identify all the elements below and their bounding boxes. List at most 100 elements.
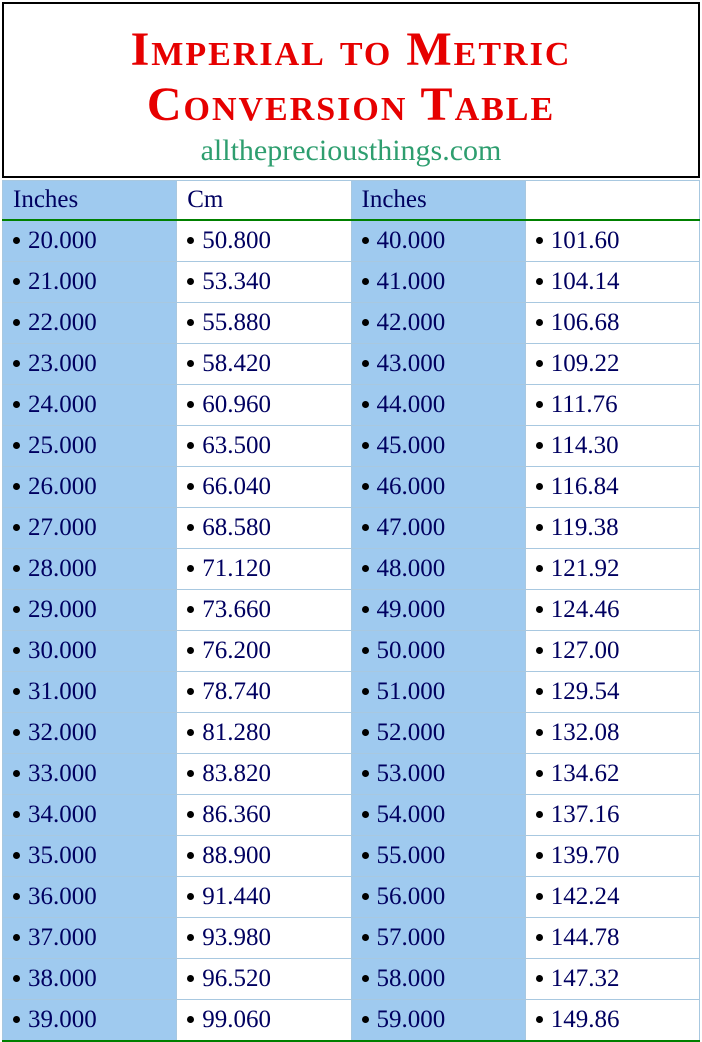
cell-value: 54.000 <box>377 801 446 828</box>
bullet-icon <box>187 893 194 900</box>
cell-value: 127.00 <box>551 637 620 664</box>
table-row: 32.00081.28052.000132.08 <box>3 713 700 754</box>
cell-value: 47.000 <box>377 514 446 541</box>
bullet-icon <box>362 852 369 859</box>
table-cell: 76.200 <box>177 631 351 672</box>
bullet-icon <box>536 770 543 777</box>
bullet-icon <box>187 852 194 859</box>
cell-value: 28.000 <box>28 555 97 582</box>
table-cell: 45.000 <box>351 426 525 467</box>
table-cell: 52.000 <box>351 713 525 754</box>
bullet-icon <box>536 360 543 367</box>
bullet-icon <box>13 278 20 285</box>
bullet-icon <box>536 278 543 285</box>
table-cell: 63.500 <box>177 426 351 467</box>
table-cell: 99.060 <box>177 1000 351 1042</box>
table-cell: 111.76 <box>525 385 699 426</box>
table-cell: 58.420 <box>177 344 351 385</box>
conversion-table: Inches Cm Inches 20.00050.80040.000101.6… <box>2 180 700 1042</box>
cell-value: 46.000 <box>377 473 446 500</box>
cell-value: 52.000 <box>377 719 446 746</box>
bullet-icon <box>187 237 194 244</box>
bullet-icon <box>536 483 543 490</box>
cell-value: 26.000 <box>28 473 97 500</box>
table-row: 24.00060.96044.000111.76 <box>3 385 700 426</box>
table-cell: 44.000 <box>351 385 525 426</box>
bullet-icon <box>187 524 194 531</box>
cell-value: 42.000 <box>377 309 446 336</box>
table-row: 31.00078.74051.000129.54 <box>3 672 700 713</box>
table-row: 27.00068.58047.000119.38 <box>3 508 700 549</box>
table-cell: 114.30 <box>525 426 699 467</box>
table-row: 23.00058.42043.000109.22 <box>3 344 700 385</box>
cell-value: 23.000 <box>28 350 97 377</box>
cell-value: 45.000 <box>377 432 446 459</box>
cell-value: 101.60 <box>551 227 620 254</box>
table-cell: 121.92 <box>525 549 699 590</box>
table-cell: 129.54 <box>525 672 699 713</box>
table-cell: 71.120 <box>177 549 351 590</box>
cell-value: 51.000 <box>377 678 446 705</box>
cell-value: 20.000 <box>28 227 97 254</box>
table-cell: 73.660 <box>177 590 351 631</box>
table-cell: 38.000 <box>3 959 177 1000</box>
bullet-icon <box>13 893 20 900</box>
bullet-icon <box>13 688 20 695</box>
table-cell: 104.14 <box>525 262 699 303</box>
cell-value: 104.14 <box>551 268 620 295</box>
table-cell: 34.000 <box>3 795 177 836</box>
table-row: 20.00050.80040.000101.60 <box>3 220 700 262</box>
cell-value: 55.880 <box>202 309 271 336</box>
table-body: 20.00050.80040.000101.6021.00053.34041.0… <box>3 220 700 1041</box>
bullet-icon <box>362 401 369 408</box>
cell-value: 40.000 <box>377 227 446 254</box>
table-cell: 37.000 <box>3 918 177 959</box>
bullet-icon <box>362 237 369 244</box>
table-row: 37.00093.98057.000144.78 <box>3 918 700 959</box>
bullet-icon <box>362 278 369 285</box>
table-cell: 57.000 <box>351 918 525 959</box>
table-cell: 149.86 <box>525 1000 699 1042</box>
cell-value: 39.000 <box>28 1006 97 1033</box>
subtitle-url: allthepreciousthings.com <box>12 134 690 168</box>
cell-value: 139.70 <box>551 842 620 869</box>
table-cell: 142.24 <box>525 877 699 918</box>
table-cell: 40.000 <box>351 220 525 262</box>
cell-value: 27.000 <box>28 514 97 541</box>
table-cell: 81.280 <box>177 713 351 754</box>
cell-value: 132.08 <box>551 719 620 746</box>
bullet-icon <box>13 934 20 941</box>
bullet-icon <box>362 647 369 654</box>
bullet-icon <box>187 319 194 326</box>
title-line2: Conversion Table <box>147 78 555 131</box>
cell-value: 96.520 <box>202 965 271 992</box>
bullet-icon <box>13 647 20 654</box>
cell-value: 48.000 <box>377 555 446 582</box>
cell-value: 63.500 <box>202 432 271 459</box>
cell-value: 114.30 <box>551 432 619 459</box>
cell-value: 41.000 <box>377 268 446 295</box>
conversion-table-wrap: Inches Cm Inches 20.00050.80040.000101.6… <box>2 180 700 1042</box>
table-cell: 27.000 <box>3 508 177 549</box>
cell-value: 93.980 <box>202 924 271 951</box>
table-cell: 42.000 <box>351 303 525 344</box>
table-cell: 96.520 <box>177 959 351 1000</box>
bullet-icon <box>362 319 369 326</box>
bullet-icon <box>187 770 194 777</box>
cell-value: 124.46 <box>551 596 620 623</box>
bullet-icon <box>362 975 369 982</box>
bullet-icon <box>362 360 369 367</box>
cell-value: 31.000 <box>28 678 97 705</box>
cell-value: 21.000 <box>28 268 97 295</box>
cell-value: 50.000 <box>377 637 446 664</box>
table-cell: 134.62 <box>525 754 699 795</box>
table-cell: 25.000 <box>3 426 177 467</box>
bullet-icon <box>13 401 20 408</box>
bullet-icon <box>362 893 369 900</box>
cell-value: 71.120 <box>202 555 271 582</box>
table-cell: 53.000 <box>351 754 525 795</box>
table-cell: 137.16 <box>525 795 699 836</box>
cell-value: 49.000 <box>377 596 446 623</box>
table-row: 28.000 71.120 48.000 121.92 <box>3 549 700 590</box>
table-cell: 22.000 <box>3 303 177 344</box>
